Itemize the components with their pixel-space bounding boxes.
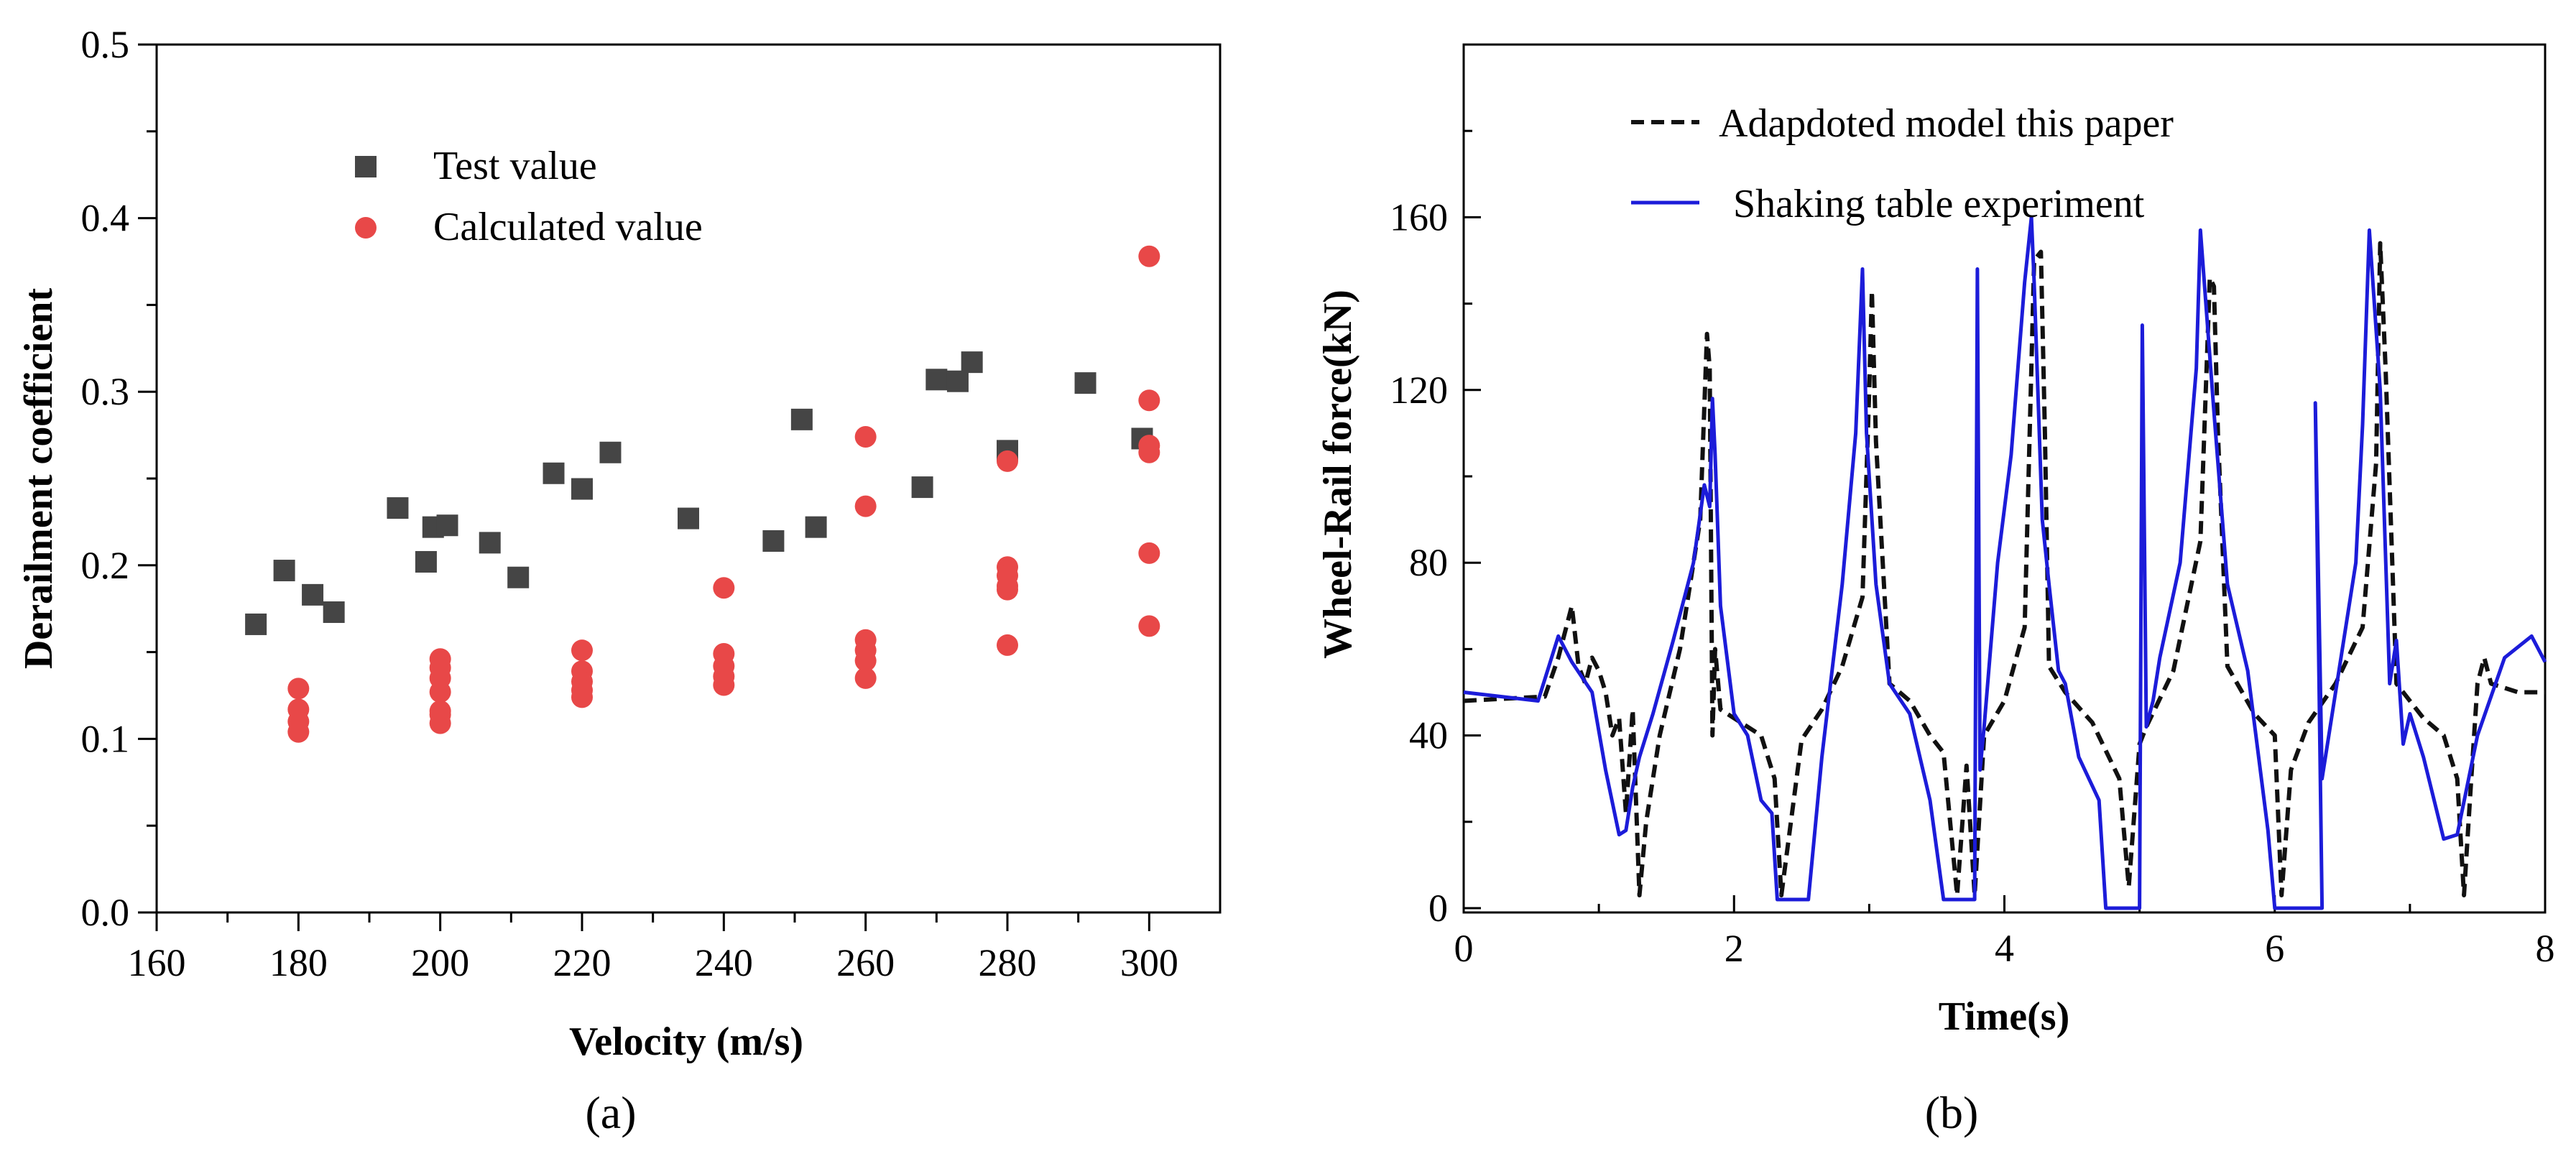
y-tick-label: 40 [1409, 714, 1448, 757]
x-tick-label: 240 [695, 941, 753, 984]
y-tick-label: 0.3 [81, 370, 130, 413]
test-value-point [507, 566, 530, 588]
x-tick-label: 4 [1995, 927, 2014, 970]
panel-b-legend: Adapdoted model this paper Shaking table… [1631, 101, 2174, 226]
calculated-value-point [1138, 441, 1160, 463]
y-tick-label: 120 [1390, 369, 1448, 412]
test-value-point [323, 601, 345, 624]
x-tick-label: 8 [2536, 927, 2555, 970]
test-value-point [925, 369, 948, 391]
x-tick-label: 260 [836, 941, 895, 984]
x-tick-label: 220 [553, 941, 611, 984]
calculated-value-point [997, 634, 1018, 656]
x-tick-label: 2 [1725, 927, 1744, 970]
panel-a-plot-frame [155, 43, 1222, 914]
y-tick-label: 0.5 [81, 23, 130, 66]
calculated-value-point [1138, 615, 1160, 637]
y-tick-label: 160 [1390, 195, 1448, 239]
calculated-value-point [854, 667, 877, 689]
calculated-value-point [571, 639, 593, 662]
calculated-value-point [713, 577, 735, 599]
calculated-value-point [713, 674, 735, 696]
x-tick-label: 0 [1454, 927, 1474, 970]
legend-label-calculated-value: Calculated value [433, 205, 703, 249]
test-value-point [415, 550, 437, 573]
panel-a-scatter-chart: 160 180 200 220 240 260 280 300 0.0 0.1 0.2 0.3 0.4 0… [17, 23, 1222, 1138]
x-tick-label: 180 [269, 941, 328, 984]
y-tick-label: 0.2 [81, 544, 130, 587]
panel-a-tick-labels: 160 180 200 220 240 260 280 300 0.0 0.1 0.2 0.3 0.4 0… [81, 23, 1178, 984]
panel-b-x-axis-title: Time(s) [1939, 994, 2070, 1039]
calculated-value-point [571, 686, 593, 708]
legend-square-marker [355, 156, 377, 177]
x-tick-label: 6 [2265, 927, 2284, 970]
test-value-point [762, 530, 785, 552]
test-value-point [543, 462, 565, 484]
experiment-series-line [1463, 215, 2547, 910]
calculated-value-point [1138, 245, 1160, 267]
test-value-point [245, 613, 267, 635]
calculated-value-point [1138, 542, 1160, 564]
test-value-point [387, 497, 409, 519]
panel-b-series-lines [1463, 215, 2547, 910]
test-value-point [790, 408, 813, 430]
y-tick-label: 0.4 [81, 197, 130, 240]
legend-label-test-value: Test value [433, 144, 597, 188]
legend-label-model: Adapdoted model this paper [1719, 101, 2174, 146]
y-tick-label: 80 [1409, 541, 1448, 584]
calculated-value-point [429, 681, 451, 703]
x-tick-label: 160 [128, 941, 186, 984]
test-value-point [961, 351, 983, 374]
test-value-point [436, 514, 458, 537]
panel-b-label: (b) [1925, 1087, 1979, 1138]
test-value-point [911, 476, 933, 499]
calculated-value-point [854, 495, 877, 517]
panel-a-legend: Test value Calculated value [355, 144, 703, 249]
test-value-point [571, 478, 593, 500]
calculated-value-point [429, 703, 451, 726]
test-value-point [946, 370, 969, 392]
legend-circle-marker [355, 217, 377, 239]
x-tick-label: 200 [411, 941, 469, 984]
panel-a-axis-ticks [138, 43, 1150, 931]
model-series-line [1463, 241, 2545, 897]
panel-b-y-axis-title: Wheel-Rail force(kN) [1316, 290, 1360, 659]
y-tick-label: 0 [1428, 887, 1448, 930]
y-tick-label: 0.1 [81, 717, 130, 760]
test-value-point [479, 532, 501, 554]
x-tick-label: 300 [1120, 941, 1178, 984]
x-tick-label: 280 [979, 941, 1037, 984]
panel-b-axis-ticks [1462, 129, 2547, 912]
calculated-value-point [287, 721, 310, 743]
calculated-value-point [1138, 389, 1160, 412]
calculated-value-point [287, 678, 310, 700]
test-value-point [805, 516, 827, 538]
panel-a-x-axis-title: Velocity (m/s) [569, 1020, 803, 1064]
test-value-point [678, 507, 699, 530]
y-tick-label: 0.0 [81, 891, 130, 934]
legend-label-experiment: Shaking table experiment [1733, 182, 2145, 226]
test-value-point [273, 560, 295, 582]
test-value-point [302, 583, 324, 606]
calculated-value-point [854, 650, 877, 672]
panel-a-y-axis-title: Derailment coefficient [17, 288, 61, 670]
calculated-value-point [997, 578, 1018, 601]
calculated-value-point [854, 426, 877, 448]
test-value-point [1074, 372, 1097, 394]
panel-a-data-points [245, 245, 1160, 743]
test-value-point [599, 441, 622, 463]
calculated-value-point [997, 450, 1018, 472]
panel-a-label: (a) [585, 1087, 636, 1138]
